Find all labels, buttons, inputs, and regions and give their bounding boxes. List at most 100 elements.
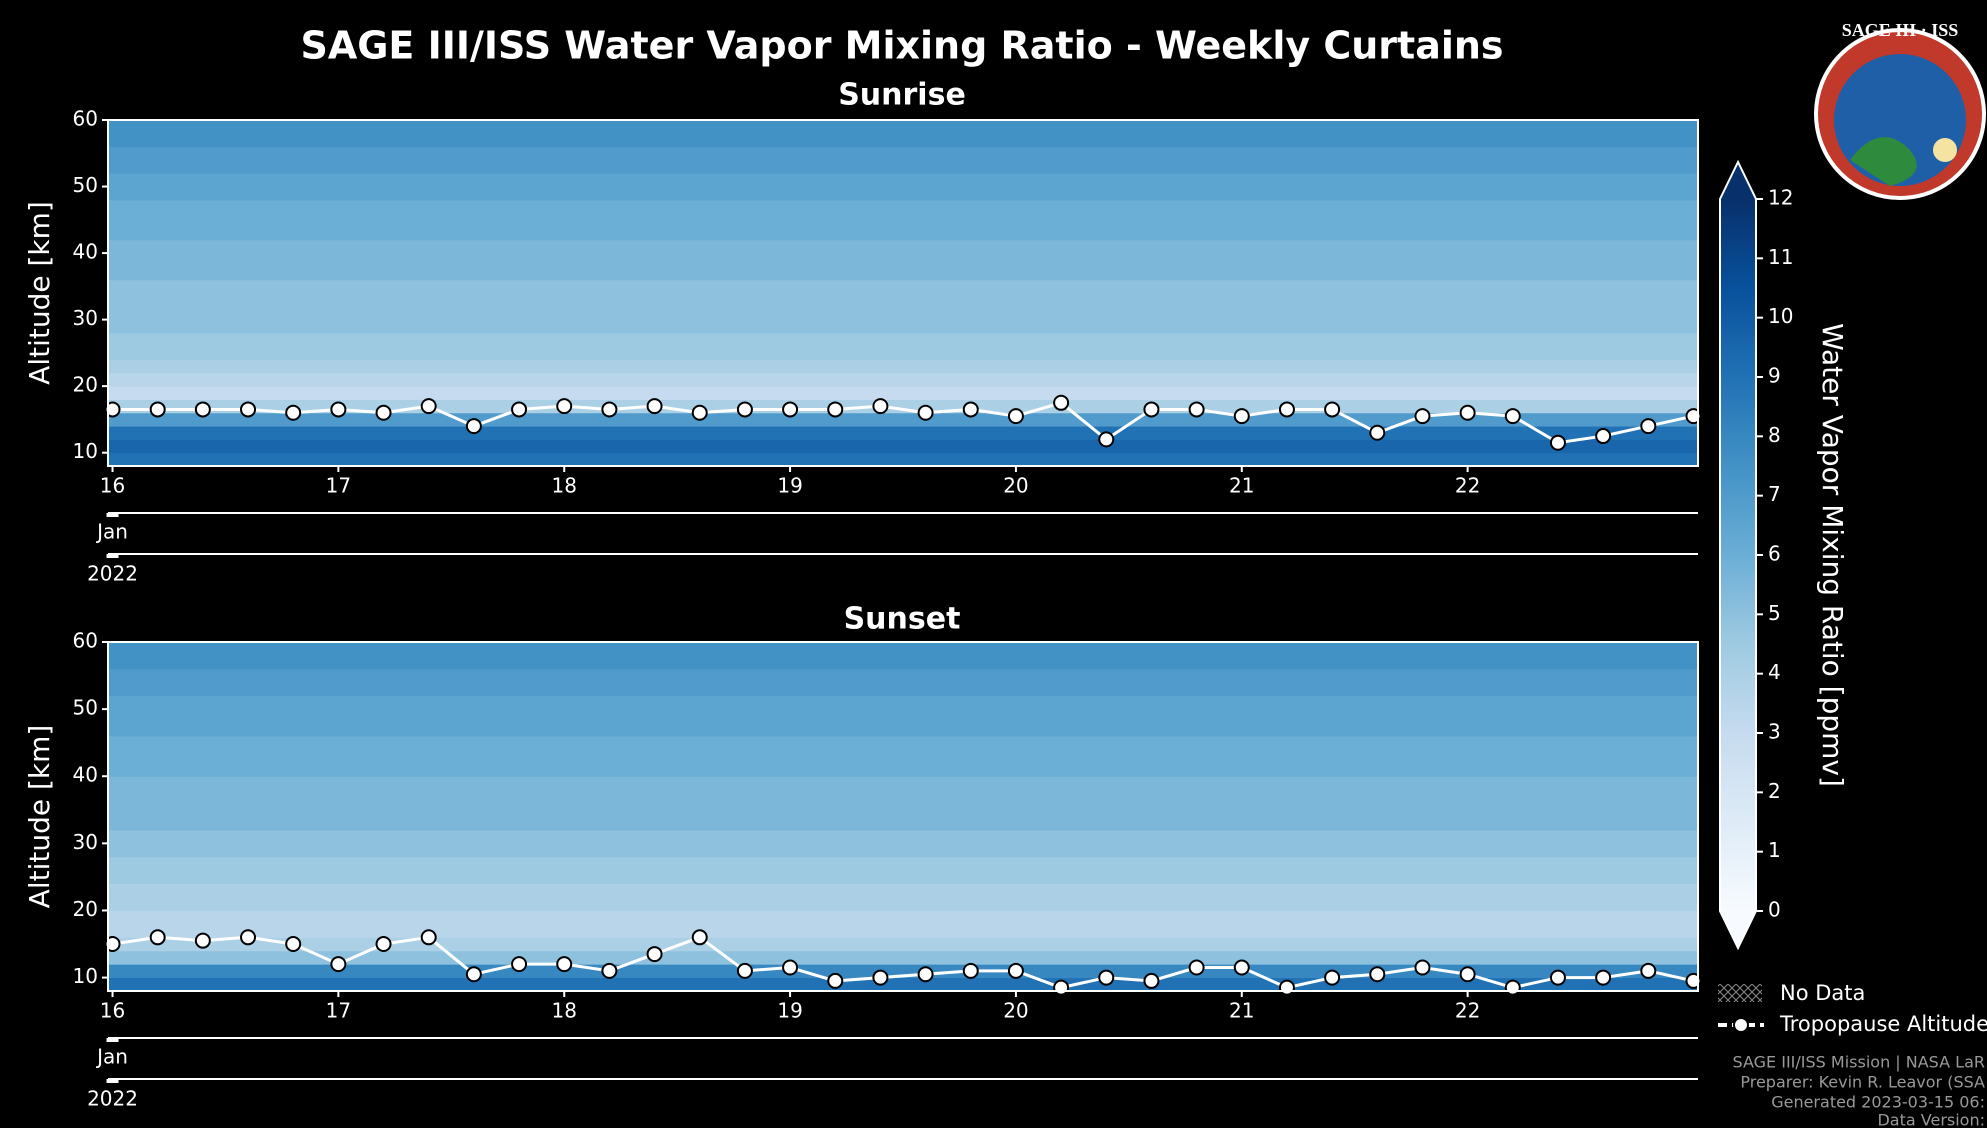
tropopause-marker — [872, 398, 889, 415]
figure-title: SAGE III/ISS Water Vapor Mixing Ratio - … — [300, 24, 1503, 68]
colorbar-tick-label: 10 — [1768, 304, 1793, 328]
axes-frame — [107, 119, 1699, 467]
tropopause-marker — [1324, 969, 1341, 986]
tropopause-marker — [1595, 969, 1612, 986]
colorbar-extend-top — [1720, 162, 1756, 199]
y-tick-label: 30 — [73, 830, 98, 854]
heatmap-cell — [108, 829, 1698, 844]
heatmap-cell — [108, 359, 1698, 374]
y-tick-label: 10 — [73, 439, 98, 463]
heatmap-cell — [108, 816, 1698, 831]
heatmap-cell — [108, 803, 1698, 817]
tropopause-marker — [1549, 434, 1566, 451]
logo-moon — [1933, 138, 1957, 162]
heatmap-cell — [108, 762, 1698, 777]
heatmap-cell — [108, 213, 1698, 227]
x-tick-label: 20 — [1003, 474, 1028, 498]
tropopause-marker — [1278, 979, 1295, 996]
heatmap-cell — [108, 120, 1698, 134]
tropopause-marker — [194, 932, 211, 949]
legend-hatch — [1718, 984, 1762, 1002]
tropopause-marker — [827, 401, 844, 418]
heatmap-cell — [108, 253, 1698, 267]
y-axis-label: Altitude [km] — [23, 201, 56, 385]
heatmap-cell — [108, 722, 1698, 737]
tropopause-marker — [511, 401, 528, 418]
legend: No Data Tropopause Altitude — [1718, 981, 1987, 1036]
legend-label: Tropopause Altitude — [1779, 1012, 1987, 1036]
heatmap-cell — [108, 843, 1698, 858]
tropopause-marker — [646, 398, 663, 415]
y-tick-label: 30 — [73, 306, 98, 330]
colorbar-tick-label: 7 — [1768, 482, 1781, 506]
heatmap-cell — [108, 159, 1698, 174]
y-tick-label: 20 — [73, 897, 98, 921]
tropopause-marker — [1188, 959, 1205, 976]
heatmap-cell — [108, 412, 1698, 427]
colorbar-tick-label: 9 — [1768, 364, 1781, 388]
tropopause-marker — [962, 401, 979, 418]
month-axis-tick — [106, 1038, 119, 1042]
colorbar-tick-label: 3 — [1768, 720, 1781, 744]
y-tick-label: 60 — [73, 629, 98, 653]
x-tick-label: 21 — [1229, 474, 1254, 498]
colorbar-tick-label: 5 — [1768, 601, 1781, 625]
month-label: Jan — [95, 520, 128, 544]
heatmap-cell — [108, 452, 1698, 467]
tropopause-marker — [556, 398, 573, 415]
tropopause-marker — [1278, 401, 1295, 418]
y-tick-label: 20 — [73, 373, 98, 397]
heatmap-cell — [108, 372, 1698, 387]
logo: SAGE III · ISS — [1814, 20, 1986, 200]
heatmap-cell — [108, 642, 1698, 656]
colorbar-tick-label: 12 — [1768, 186, 1793, 210]
heatmap-cell — [108, 870, 1698, 885]
year-label: 2022 — [87, 562, 138, 586]
tropopause-marker — [1053, 394, 1070, 411]
month-label: Jan — [95, 1045, 128, 1069]
x-tick-label: 16 — [100, 474, 125, 498]
y-tick-label: 50 — [73, 173, 98, 197]
tropopause-marker — [646, 946, 663, 963]
tropopause-marker — [375, 404, 392, 421]
tropopause-marker — [1459, 966, 1476, 983]
heatmap-cell — [108, 439, 1698, 454]
heatmap-cell — [108, 133, 1698, 148]
heatmap-cell — [108, 923, 1698, 938]
tropopause-marker — [1459, 404, 1476, 421]
colorbar-extend-bottom — [1720, 911, 1756, 948]
legend-marker — [1733, 1017, 1749, 1033]
tropopause-marker — [240, 929, 257, 946]
footer: SAGE III/ISS Mission | NASA LaR Preparer… — [1733, 1053, 1986, 1128]
tropopause-marker — [1549, 969, 1566, 986]
tropopause-marker — [420, 929, 437, 946]
tropopause-marker — [962, 962, 979, 979]
heatmap-cell — [108, 346, 1698, 361]
heatmap-cell — [108, 226, 1698, 241]
footer-line: Preparer: Kevin R. Leavor (SSA — [1740, 1073, 1985, 1092]
footer-line: Generated 2023-03-15 06: — [1771, 1093, 1985, 1112]
x-tick-label: 19 — [777, 999, 802, 1023]
tropopause-marker — [1685, 972, 1702, 989]
x-tick-label: 16 — [100, 999, 125, 1023]
heatmap-cell — [108, 735, 1698, 750]
tropopause-marker — [1188, 401, 1205, 418]
tropopause-marker — [149, 929, 166, 946]
tropopause-marker — [330, 401, 347, 418]
tropopause-marker — [917, 404, 934, 421]
x-tick-label: 18 — [551, 474, 576, 498]
tropopause-marker — [1504, 979, 1521, 996]
tropopause-marker — [1143, 401, 1160, 418]
tropopause-marker — [1504, 408, 1521, 425]
heatmap-cell — [108, 897, 1698, 911]
tropopause-marker — [691, 404, 708, 421]
heatmap-cell — [108, 749, 1698, 764]
heatmap-cell — [108, 306, 1698, 321]
year-axis-tick — [106, 554, 119, 558]
tropopause-marker — [285, 404, 302, 421]
heatmap-cell — [108, 426, 1698, 440]
legend-label: No Data — [1780, 981, 1865, 1005]
x-tick-label: 17 — [326, 999, 351, 1023]
colorbar-tick-label: 11 — [1768, 245, 1793, 269]
